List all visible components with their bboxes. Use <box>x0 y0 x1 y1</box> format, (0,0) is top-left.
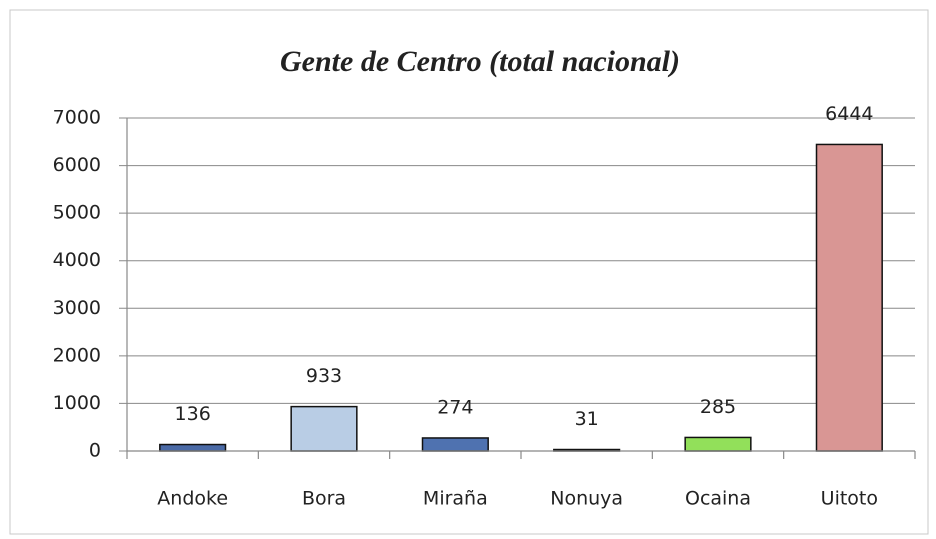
bar <box>421 437 489 452</box>
chart-border <box>9 9 929 535</box>
bar <box>684 436 752 452</box>
y-tick-label: 2000 <box>53 344 101 366</box>
x-tick-label: Ocaina <box>685 488 751 510</box>
y-tick-label: 6000 <box>53 154 101 176</box>
data-label: 285 <box>700 396 736 418</box>
y-tick-label: 1000 <box>53 392 101 414</box>
data-label: 136 <box>175 403 211 425</box>
chart-title: Gente de Centro (total nacional) <box>280 45 680 78</box>
y-tick-label: 3000 <box>53 297 101 319</box>
data-label: 6444 <box>825 103 873 125</box>
x-tick-label: Andoke <box>157 488 228 510</box>
x-tick-label: Uitoto <box>821 488 878 510</box>
data-label: 274 <box>437 396 473 418</box>
bar <box>290 405 358 452</box>
bar <box>159 443 227 452</box>
y-tick-label: 7000 <box>53 107 101 129</box>
x-tick-label: Miraña <box>423 488 488 510</box>
y-tick-label: 5000 <box>53 202 101 224</box>
bar <box>815 143 883 452</box>
data-label: 933 <box>306 365 342 387</box>
data-label: 31 <box>575 408 599 430</box>
y-tick-label: 4000 <box>53 249 101 271</box>
x-tick-label: Nonuya <box>550 488 623 510</box>
y-tick-label: 0 <box>89 440 101 462</box>
x-tick-label: Bora <box>302 488 346 510</box>
